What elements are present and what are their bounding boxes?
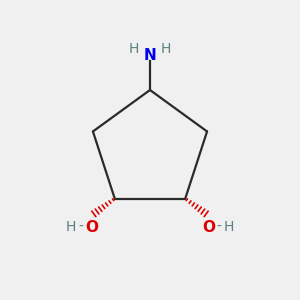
Text: -: - — [216, 220, 221, 234]
Text: N: N — [144, 48, 156, 63]
Text: H: H — [161, 42, 171, 56]
Text: O: O — [202, 220, 215, 235]
Text: O: O — [85, 220, 98, 235]
Text: H: H — [224, 220, 234, 234]
Text: -: - — [79, 220, 84, 234]
Text: H: H — [129, 42, 139, 56]
Text: H: H — [66, 220, 76, 234]
